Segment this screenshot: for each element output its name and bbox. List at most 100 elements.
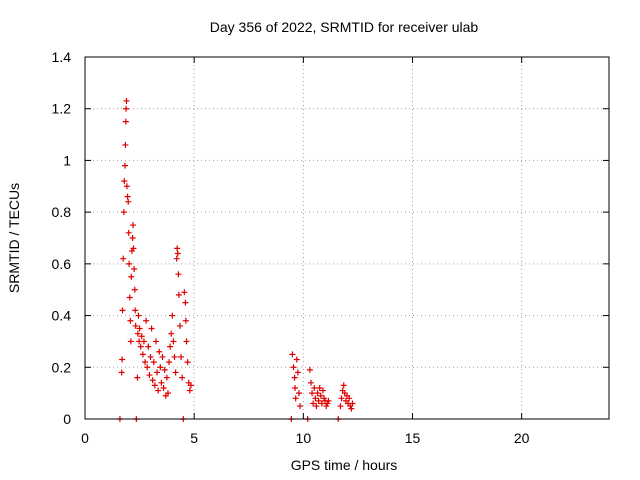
data-point xyxy=(138,333,145,340)
data-point xyxy=(137,343,144,350)
data-point xyxy=(172,369,179,376)
data-point xyxy=(291,374,298,381)
x-tick-label: 10 xyxy=(296,430,312,446)
data-point xyxy=(164,390,171,397)
y-tick-label: 0.6 xyxy=(52,256,72,272)
data-point xyxy=(292,384,299,391)
y-axis-label: SRMTID / TECUs xyxy=(6,183,22,293)
data-point xyxy=(295,390,302,397)
data-point xyxy=(179,374,186,381)
data-point xyxy=(175,291,182,298)
data-point xyxy=(337,403,344,410)
data-point xyxy=(154,369,161,376)
data-point xyxy=(130,222,137,229)
data-point xyxy=(127,338,134,345)
data-point xyxy=(348,405,355,412)
data-point xyxy=(170,338,177,345)
data-point xyxy=(159,353,166,360)
data-point xyxy=(175,271,182,278)
data-point xyxy=(297,403,304,410)
data-point xyxy=(119,356,126,363)
data-point xyxy=(123,105,130,112)
data-point xyxy=(126,260,133,267)
data-point xyxy=(121,162,128,169)
data-point xyxy=(317,392,324,399)
data-point xyxy=(158,379,165,386)
data-point xyxy=(134,330,141,337)
data-point xyxy=(160,384,167,391)
x-axis-label: GPS time / hours xyxy=(291,457,398,473)
data-point xyxy=(155,387,162,394)
data-point xyxy=(118,369,125,376)
data-point xyxy=(122,118,129,125)
data-point xyxy=(145,343,152,350)
y-tick-label: 1.4 xyxy=(52,49,72,65)
data-point xyxy=(186,387,193,394)
data-point xyxy=(135,312,142,319)
data-point xyxy=(310,400,317,407)
data-point xyxy=(168,330,175,337)
data-point xyxy=(152,338,159,345)
data-point xyxy=(163,374,170,381)
data-point xyxy=(122,141,129,148)
data-point xyxy=(290,364,297,371)
data-point xyxy=(292,395,299,402)
x-tick-label: 20 xyxy=(514,430,530,446)
data-point xyxy=(134,374,141,381)
data-point xyxy=(340,382,347,389)
data-point xyxy=(139,351,146,358)
data-point xyxy=(147,353,154,360)
data-point xyxy=(140,338,147,345)
data-point xyxy=(132,307,139,314)
data-point xyxy=(130,245,137,252)
data-point xyxy=(181,289,188,296)
data-point xyxy=(313,403,320,410)
data-point xyxy=(151,382,158,389)
data-point xyxy=(184,359,191,366)
data-point xyxy=(306,366,313,373)
data-point xyxy=(146,372,153,379)
data-point xyxy=(167,343,174,350)
ticks xyxy=(84,56,609,420)
data-point xyxy=(144,364,151,371)
data-point xyxy=(319,387,326,394)
data-point xyxy=(148,325,155,332)
data-point xyxy=(312,395,319,402)
data-point xyxy=(132,322,139,329)
x-tick-label: 0 xyxy=(81,430,89,446)
data-point xyxy=(157,364,164,371)
data-point xyxy=(309,390,316,397)
data-point xyxy=(294,369,301,376)
data-point xyxy=(136,325,143,332)
data-point xyxy=(166,359,173,366)
y-tick-label: 0.8 xyxy=(52,204,72,220)
y-tick-label: 0 xyxy=(63,411,71,427)
data-point xyxy=(349,400,356,407)
y-tick-label: 1 xyxy=(63,152,71,168)
y-tick-label: 0.2 xyxy=(52,359,72,375)
x-tick-labels: 0 5 10 15 20 xyxy=(81,430,530,446)
y-tick-labels: 0 0.2 0.4 0.6 0.8 1 1.2 1.4 xyxy=(52,49,72,427)
data-point xyxy=(307,379,314,386)
data-point xyxy=(161,366,168,373)
data-points xyxy=(116,97,356,422)
data-point xyxy=(173,255,180,262)
data-point xyxy=(123,97,130,104)
data-point xyxy=(311,384,318,391)
y-tick-label: 1.2 xyxy=(52,101,72,117)
data-point xyxy=(121,178,128,185)
data-point xyxy=(128,273,135,280)
data-point xyxy=(125,229,132,236)
data-point xyxy=(131,266,138,273)
data-point xyxy=(178,353,185,360)
data-point xyxy=(120,255,127,262)
data-point xyxy=(120,209,127,216)
data-point xyxy=(289,351,296,358)
data-point xyxy=(187,382,194,389)
data-point xyxy=(127,317,134,324)
data-point xyxy=(325,397,332,404)
data-point xyxy=(338,395,345,402)
data-point xyxy=(126,294,133,301)
data-point xyxy=(183,338,190,345)
